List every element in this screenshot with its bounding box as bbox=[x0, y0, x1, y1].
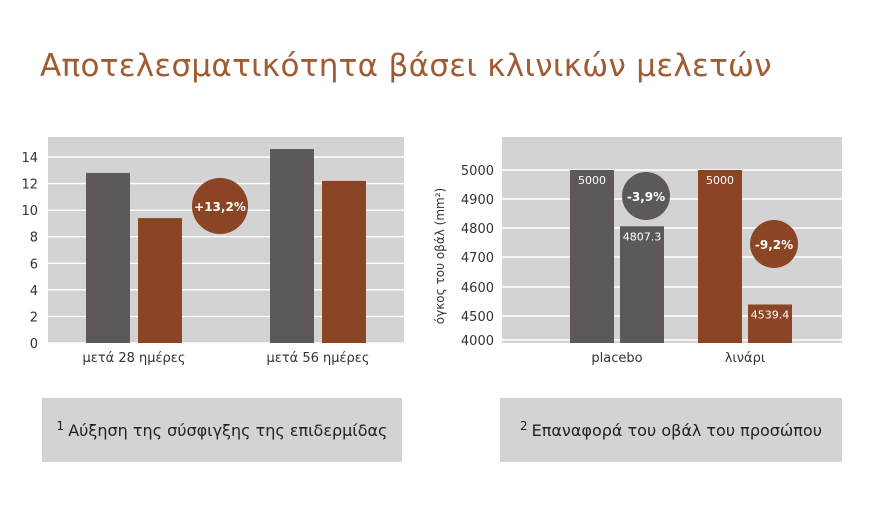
y-tick-label: 4000 bbox=[461, 334, 494, 349]
x-tick-label: placebo bbox=[591, 351, 642, 366]
y-tick-label: 14 bbox=[21, 151, 38, 166]
annotation-badge bbox=[622, 172, 670, 220]
y-tick-label: 4 bbox=[30, 284, 38, 299]
data-label: 5000 bbox=[706, 174, 734, 187]
bar-brown bbox=[322, 180, 366, 343]
bar-grey bbox=[270, 149, 314, 343]
y-tick-label: 10 bbox=[21, 204, 38, 219]
data-label: 5000 bbox=[578, 174, 606, 187]
caption-text: Αύξηση της σύσφιγξης της επιδερμίδας bbox=[68, 420, 388, 440]
caption-2: 2 Επαναφορά του οβάλ του προσώπου bbox=[500, 398, 842, 462]
y-tick-label: 2 bbox=[30, 310, 38, 325]
caption-1: 1 Αύξηση της σύσφιγξης της επιδερμίδας bbox=[42, 398, 402, 462]
bar bbox=[620, 226, 664, 343]
data-label: 4539.4 bbox=[751, 308, 790, 321]
annotation-text: +13,2% bbox=[194, 200, 246, 214]
bar bbox=[570, 170, 614, 343]
annotation-badge bbox=[192, 178, 248, 234]
annotation-badge bbox=[750, 220, 798, 268]
y-tick-label: 4700 bbox=[461, 251, 494, 266]
bar-brown bbox=[138, 218, 182, 343]
y-tick-label: 4500 bbox=[461, 310, 494, 325]
caption-number: 2 bbox=[520, 419, 528, 433]
y-tick-label: 5000 bbox=[461, 164, 494, 179]
y-axis-label: όγκος του οβάλ (mm²) bbox=[433, 188, 447, 324]
y-tick-label: 12 bbox=[21, 178, 38, 193]
y-tick-label: 6 bbox=[30, 257, 38, 272]
bar bbox=[748, 304, 792, 343]
page-title: Αποτελεσματικότητα βάσει κλινικών μελετώ… bbox=[40, 48, 772, 84]
caption-text: Επαναφορά του οβάλ του προσώπου bbox=[531, 420, 822, 440]
annotation-text: -9,2% bbox=[755, 238, 793, 252]
y-tick-label: 0 bbox=[30, 337, 38, 352]
bar bbox=[698, 170, 742, 343]
y-tick-label: 8 bbox=[30, 231, 38, 246]
x-tick-label: μετά 28 ημέρες bbox=[83, 351, 186, 366]
x-tick-label: μετά 56 ημέρες bbox=[267, 351, 370, 366]
y-tick-label: 4600 bbox=[461, 281, 494, 296]
y-tick-label: 4800 bbox=[461, 222, 494, 237]
x-tick-label: λινάρι bbox=[725, 351, 766, 366]
bar-grey bbox=[86, 172, 130, 343]
annotation-text: -3,9% bbox=[627, 190, 665, 204]
y-tick-label: 4900 bbox=[461, 193, 494, 208]
data-label: 4807.3 bbox=[623, 230, 662, 243]
caption-number: 1 bbox=[56, 419, 65, 433]
